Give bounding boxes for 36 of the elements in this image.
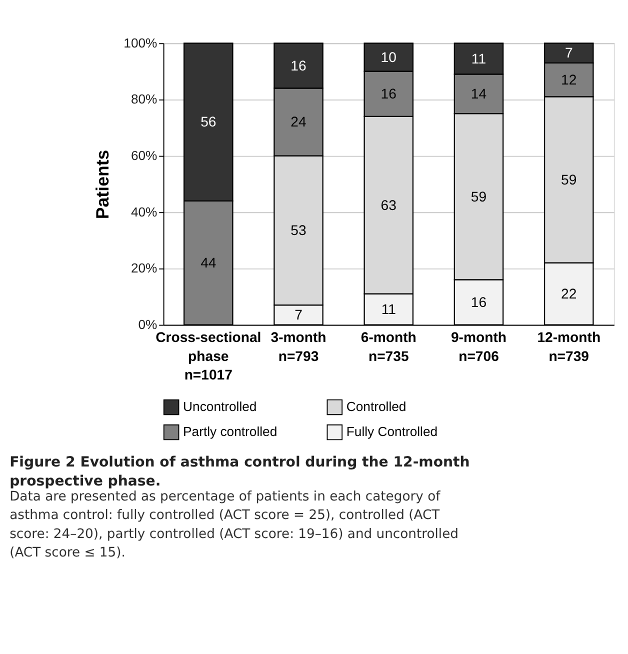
data-label: 11 (381, 301, 396, 317)
y-tick-label: 80% (130, 92, 158, 107)
y-tick-label: 0% (138, 317, 158, 332)
data-label: 22 (561, 286, 577, 302)
x-tick-label: Cross-sectional phase n=1017 (156, 329, 262, 383)
data-label: 16 (290, 57, 307, 74)
data-label: 7 (294, 306, 303, 323)
text: Data are presented as percentage of patients in each category of asthma control: fully controlled (ACT score = 25), controlled (ACT score: 24–20), partly controlled (ACT score: 19–16) and uncontrolled (ACT score ≤ 15). (10, 489, 458, 561)
y-tick-label: 100% (124, 35, 158, 50)
x-tick-label: 12-month n=739 (537, 329, 601, 364)
data-label: 44 (200, 254, 216, 271)
legend-label: Uncontrolled (183, 398, 257, 414)
legend-label: Fully Controlled (346, 424, 438, 440)
data-label: 59 (470, 188, 487, 204)
data-label: 56 (200, 114, 216, 130)
text: Figure 2 Evolution of asthma control during the 12-month prospective phase. (10, 454, 470, 490)
data-label: 53 (290, 222, 307, 238)
x-tick-label: 9-month n=706 (450, 329, 507, 364)
data-label: 59 (561, 171, 577, 188)
x-tick-label: 6-month n=735 (360, 329, 416, 364)
legend-label: Partly controlled (183, 424, 278, 440)
data-label: 11 (471, 50, 486, 66)
x-tick-label: 3-month n=793 (270, 329, 326, 364)
data-label: 7 (564, 44, 573, 61)
y-tick-label: 40% (130, 204, 158, 220)
y-tick-label: 60% (130, 148, 158, 164)
data-label: 24 (290, 114, 307, 130)
y-axis-title: Patients (92, 150, 113, 220)
data-label: 10 (380, 48, 397, 65)
data-label: 16 (470, 294, 487, 310)
data-label: 16 (380, 86, 397, 102)
legend-label: Controlled (346, 398, 406, 414)
data-label: 14 (470, 86, 487, 102)
data-label: 63 (380, 196, 397, 213)
y-tick-label: 20% (130, 260, 158, 276)
data-label: 12 (561, 71, 577, 88)
